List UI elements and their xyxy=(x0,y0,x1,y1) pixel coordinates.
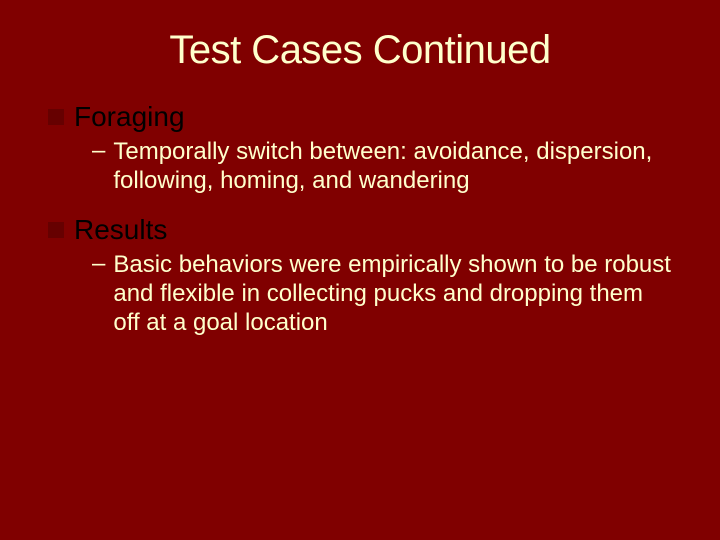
sub-list-item-row: – Temporally switch between: avoidance, … xyxy=(92,137,680,196)
list-item: Results – Basic behaviors were empirical… xyxy=(48,214,680,338)
bullet-icon xyxy=(48,222,64,238)
list-item-label: Results xyxy=(74,214,167,246)
dash-icon: – xyxy=(92,250,105,279)
sub-list-item-text: Temporally switch between: avoidance, di… xyxy=(113,137,673,196)
slide-content: Foraging – Temporally switch between: av… xyxy=(40,101,680,338)
list-item-row: Foraging xyxy=(48,101,680,133)
slide-title: Test Cases Continued xyxy=(40,28,680,73)
sub-list-item: – Temporally switch between: avoidance, … xyxy=(92,137,680,196)
list-item-label: Foraging xyxy=(74,101,185,133)
sub-list-item-text: Basic behaviors were empirically shown t… xyxy=(113,250,673,338)
dash-icon: – xyxy=(92,137,105,166)
list-item-row: Results xyxy=(48,214,680,246)
slide: Test Cases Continued Foraging – Temporal… xyxy=(0,0,720,540)
list-item: Foraging – Temporally switch between: av… xyxy=(48,101,680,196)
bullet-icon xyxy=(48,109,64,125)
sub-list-item: – Basic behaviors were empirically shown… xyxy=(92,250,680,338)
sub-list-item-row: – Basic behaviors were empirically shown… xyxy=(92,250,680,338)
